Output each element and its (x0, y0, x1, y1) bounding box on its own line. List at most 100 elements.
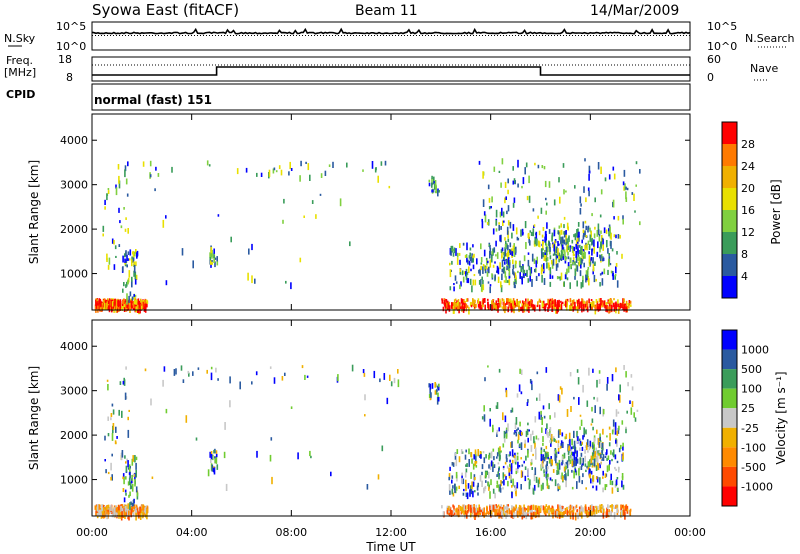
echo-cell (495, 405, 498, 409)
echo-cell (581, 463, 584, 466)
echo-cell (517, 159, 519, 168)
echo-cell (571, 239, 574, 244)
echo-cell (590, 257, 593, 261)
echo-cell (499, 511, 501, 517)
echo-cell (133, 264, 136, 273)
echo-cell (468, 448, 470, 455)
echo-cell (611, 487, 614, 494)
echo-cell (496, 452, 499, 457)
echo-cell (473, 507, 475, 513)
echo-cell (609, 505, 612, 508)
echo-cell (542, 300, 545, 306)
echo-cell (507, 280, 509, 283)
echo-cell (515, 277, 517, 285)
echo-cell (489, 462, 492, 470)
echo-cell (121, 301, 124, 304)
echo-cell (555, 440, 558, 443)
echo-cell (209, 260, 212, 265)
echo-cell (601, 450, 603, 454)
echo-cell (542, 443, 544, 446)
echo-cell (450, 245, 453, 252)
echo-cell (503, 438, 506, 443)
echo-cell (484, 304, 486, 310)
echo-cell (557, 394, 560, 401)
echo-cell (137, 301, 140, 304)
echo-cell (512, 264, 515, 269)
echo-cell (558, 243, 560, 246)
echo-cell (631, 386, 634, 391)
echo-cell (564, 251, 566, 259)
echo-cell (622, 181, 625, 186)
echo-cell (611, 374, 614, 382)
echo-cell (491, 251, 493, 255)
echo-cell (480, 265, 482, 271)
colorbar-tick: 8 (741, 248, 748, 261)
echo-cell (162, 379, 164, 387)
echo-cell (627, 382, 629, 387)
echo-cell (223, 451, 226, 459)
echo-cell (106, 379, 109, 382)
echo-cell (504, 271, 507, 278)
echo-cell (581, 246, 583, 253)
echo-cell (560, 300, 562, 303)
echo-cell (558, 225, 561, 229)
echo-cell (214, 458, 217, 463)
echo-cell (575, 255, 578, 263)
echo-cell (512, 259, 514, 264)
noise-search-label: N.Search (745, 32, 795, 45)
echo-cell (529, 510, 532, 515)
echo-cell (443, 300, 446, 304)
echo-cell (558, 233, 561, 241)
echo-cell (123, 304, 125, 308)
echo-cell (507, 506, 509, 512)
echo-cell (131, 484, 134, 492)
echo-cell (546, 483, 549, 489)
echo-cell (560, 443, 562, 448)
echo-cell (118, 207, 120, 213)
echo-cell (537, 505, 540, 513)
echo-cell (301, 365, 304, 369)
echo-cell (209, 451, 211, 458)
echo-cell (110, 462, 112, 471)
echo-cell (108, 510, 110, 515)
echo-cell (520, 470, 523, 478)
echo-cell (499, 235, 501, 242)
echo-cell (606, 383, 608, 391)
echo-cell (466, 277, 469, 283)
echo-cell (514, 260, 517, 269)
echo-cell (545, 367, 548, 373)
echo-cell (527, 278, 530, 283)
echo-cell (623, 298, 625, 303)
echo-cell (500, 281, 502, 288)
echo-cell (553, 244, 556, 252)
echo-cell (576, 481, 578, 489)
echo-cell (464, 510, 467, 515)
echo-cell (533, 484, 536, 491)
echo-cell (489, 505, 491, 512)
echo-cell (617, 299, 619, 305)
echo-cell (616, 460, 619, 464)
echo-cell (573, 254, 575, 256)
echo-cell (467, 278, 470, 284)
echo-cell (615, 266, 617, 274)
echo-cell (613, 506, 615, 510)
echo-cell (622, 298, 624, 305)
echo-cell (484, 298, 486, 303)
echo-cell (448, 476, 450, 481)
echo-cell (115, 184, 117, 189)
echo-cell (603, 268, 606, 275)
echo-cell (516, 455, 519, 461)
echo-cell (610, 510, 612, 517)
echo-cell (114, 245, 117, 250)
echo-cell (609, 298, 612, 306)
echo-cell (541, 417, 543, 425)
echo-cell (558, 395, 561, 403)
echo-cell (626, 187, 629, 191)
echo-cell (524, 221, 527, 229)
echo-cell (617, 466, 620, 473)
echo-cell (597, 463, 600, 471)
echo-cell (135, 470, 137, 478)
echo-cell (140, 298, 142, 303)
echo-cell (588, 367, 590, 376)
